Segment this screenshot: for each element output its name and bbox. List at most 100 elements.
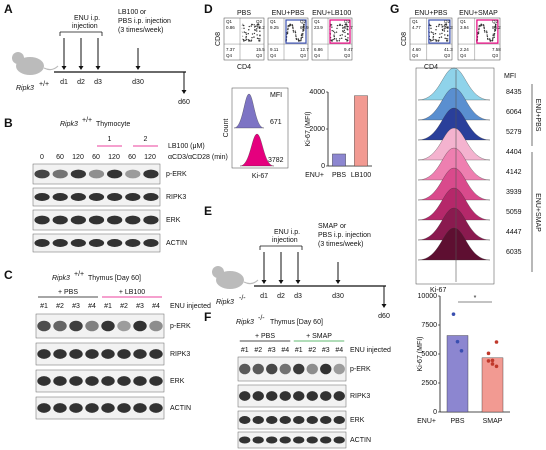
band-label: ACTIN bbox=[166, 240, 187, 247]
band bbox=[125, 239, 141, 247]
event bbox=[430, 31, 433, 33]
quadrant-value: 4.60 bbox=[412, 47, 421, 52]
event bbox=[300, 40, 302, 42]
band bbox=[149, 376, 163, 386]
mfi: 6035 bbox=[506, 249, 522, 256]
event bbox=[245, 35, 247, 38]
day: d2 bbox=[77, 79, 85, 86]
event bbox=[495, 23, 497, 26]
band bbox=[239, 416, 251, 424]
event bbox=[331, 39, 334, 41]
event bbox=[331, 29, 333, 32]
band bbox=[279, 416, 291, 424]
bar bbox=[354, 95, 368, 167]
event bbox=[303, 23, 305, 26]
quadrant-value: 68.9 bbox=[300, 25, 309, 30]
event bbox=[302, 29, 305, 32]
event bbox=[294, 31, 297, 34]
group: + PBS bbox=[255, 333, 275, 340]
band bbox=[239, 436, 251, 444]
event bbox=[253, 32, 256, 35]
band bbox=[70, 193, 86, 201]
quadrant-value: 67.7 bbox=[344, 25, 353, 30]
event bbox=[256, 25, 258, 27]
event bbox=[483, 29, 486, 32]
quadrant-name: Q2 bbox=[492, 19, 499, 24]
event bbox=[251, 36, 253, 39]
histogram-ridge bbox=[417, 227, 491, 261]
event bbox=[256, 23, 259, 26]
y-tick-label: 0 bbox=[433, 409, 437, 416]
event bbox=[333, 32, 336, 34]
quadrant-value: 15.5 bbox=[256, 47, 265, 52]
quadrant-value: 49.3 bbox=[444, 25, 453, 30]
day: d1 bbox=[60, 79, 68, 86]
title: Thymus [Day 60] bbox=[88, 275, 141, 282]
y-tick-label: 0 bbox=[321, 163, 325, 170]
event bbox=[245, 38, 248, 41]
band bbox=[149, 403, 163, 413]
event bbox=[439, 33, 441, 35]
arrow-head bbox=[261, 280, 267, 284]
event bbox=[295, 38, 298, 41]
band bbox=[279, 363, 291, 375]
band bbox=[293, 391, 305, 401]
quadrant-name: Q3 bbox=[300, 53, 307, 58]
event bbox=[250, 39, 253, 41]
event bbox=[477, 31, 480, 33]
band-label: RIPK3 bbox=[350, 393, 370, 400]
axis-label: CD4 bbox=[424, 64, 438, 71]
dot bbox=[490, 358, 495, 363]
event bbox=[438, 39, 440, 41]
band bbox=[117, 376, 131, 386]
lane: #2 bbox=[308, 347, 316, 354]
event bbox=[259, 30, 261, 32]
event bbox=[300, 34, 303, 37]
mfi: 5279 bbox=[506, 129, 522, 136]
enu-label: ENU i.p. bbox=[274, 229, 300, 236]
band bbox=[69, 320, 83, 332]
band bbox=[85, 320, 99, 332]
band bbox=[107, 239, 123, 247]
panel-letter: C bbox=[4, 268, 13, 282]
event bbox=[492, 38, 494, 40]
mouse-icon bbox=[216, 271, 244, 289]
band bbox=[37, 376, 51, 386]
lane: #2 bbox=[56, 303, 64, 310]
band-label: p-ERK bbox=[170, 323, 191, 330]
band bbox=[143, 239, 159, 247]
event bbox=[336, 40, 338, 42]
blot bbox=[237, 384, 347, 408]
lane: #4 bbox=[281, 347, 289, 354]
event bbox=[251, 23, 253, 26]
event bbox=[248, 29, 250, 31]
flow-header: ENU+ bbox=[312, 10, 331, 17]
quadrant-value: 9.25 bbox=[270, 25, 279, 30]
dot bbox=[451, 312, 456, 316]
event bbox=[258, 24, 260, 26]
event bbox=[254, 28, 256, 31]
group-label: SMAP bbox=[534, 212, 541, 232]
time: 120 bbox=[144, 154, 156, 161]
blot bbox=[35, 369, 165, 393]
band bbox=[34, 193, 50, 201]
event bbox=[429, 39, 432, 41]
schedule: (3 times/week) bbox=[318, 241, 364, 248]
band bbox=[53, 403, 67, 413]
lane: #4 bbox=[88, 303, 96, 310]
time-label: αCD3/αCD28 (min) bbox=[168, 154, 228, 161]
day: d30 bbox=[132, 79, 144, 86]
event bbox=[332, 30, 335, 32]
day: d60 bbox=[178, 99, 190, 106]
blot bbox=[237, 431, 347, 449]
dot bbox=[459, 348, 464, 353]
event bbox=[292, 31, 295, 33]
event bbox=[251, 33, 254, 35]
panel-letter: E bbox=[204, 204, 212, 218]
lane: #3 bbox=[322, 347, 330, 354]
histogram-title: MFI bbox=[270, 92, 282, 99]
band bbox=[133, 349, 147, 359]
category: PBS bbox=[450, 418, 464, 425]
event bbox=[336, 27, 338, 30]
group-label: ENU+PBS bbox=[534, 99, 541, 132]
